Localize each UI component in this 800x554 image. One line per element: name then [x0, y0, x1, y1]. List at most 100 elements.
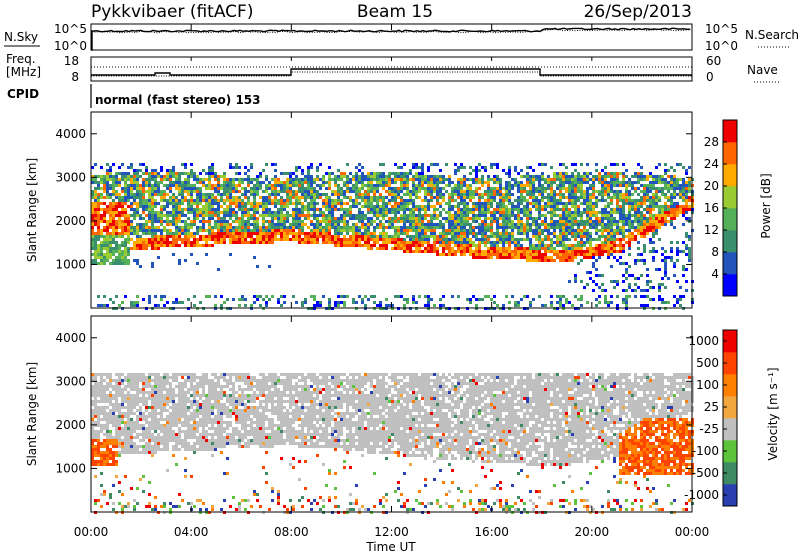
- heatmap-cell: [124, 181, 127, 184]
- heatmap-cell: [214, 184, 217, 187]
- heatmap-cell: [151, 178, 154, 181]
- heatmap-cell: [673, 187, 676, 190]
- heatmap-cell: [565, 190, 568, 193]
- heatmap-cell: [382, 172, 385, 175]
- heatmap-cell: [247, 220, 250, 223]
- heatmap-cell: [304, 187, 307, 190]
- heatmap-cell: [490, 190, 493, 193]
- heatmap-cell: [667, 208, 670, 211]
- heatmap-cell: [214, 196, 217, 199]
- heatmap-cell: [271, 217, 274, 220]
- heatmap-cell: [568, 280, 571, 283]
- heatmap-cell: [292, 235, 295, 238]
- heatmap-cell: [130, 166, 133, 169]
- heatmap-cell: [436, 223, 439, 226]
- heatmap-cell: [469, 238, 472, 241]
- heatmap-cell: [523, 295, 526, 298]
- heatmap-cell: [478, 241, 481, 244]
- heatmap-cell: [586, 250, 589, 253]
- heatmap-cell: [271, 220, 274, 223]
- heatmap-cell: [646, 274, 649, 277]
- heatmap-cell: [346, 190, 349, 193]
- heatmap-cell: [139, 217, 142, 220]
- heatmap-cell: [97, 448, 100, 451]
- heatmap-cell: [478, 214, 481, 217]
- heatmap-cell: [256, 205, 259, 208]
- heatmap-cell: [190, 169, 193, 172]
- heatmap-cell: [337, 238, 340, 241]
- heatmap-cell: [103, 244, 106, 247]
- heatmap-cell: [244, 166, 247, 169]
- heatmap-cell: [562, 211, 565, 214]
- heatmap-cell: [487, 187, 490, 190]
- heatmap-cell: [136, 262, 139, 265]
- heatmap-cell: [484, 223, 487, 226]
- heatmap-cell: [349, 211, 352, 214]
- heatmap-cell: [526, 208, 529, 211]
- heatmap-cell: [292, 172, 295, 175]
- heatmap-cell: [328, 166, 331, 169]
- heatmap-cell: [262, 196, 265, 199]
- heatmap-cell: [187, 172, 190, 175]
- heatmap-cell: [109, 235, 112, 238]
- heatmap-cell: [94, 376, 97, 379]
- heatmap-cell: [361, 238, 364, 241]
- heatmap-cell: [247, 184, 250, 187]
- heatmap-cell: [508, 196, 511, 199]
- heatmap-cell: [562, 259, 565, 262]
- heatmap-cell: [421, 166, 424, 169]
- heatmap-cell: [337, 175, 340, 178]
- heatmap-cell: [127, 205, 130, 208]
- heatmap-cell: [652, 226, 655, 229]
- heatmap-cell: [295, 238, 298, 241]
- heatmap-cell: [397, 187, 400, 190]
- heatmap-cell: [193, 217, 196, 220]
- heatmap-cell: [322, 202, 325, 205]
- heatmap-cell: [580, 190, 583, 193]
- heatmap-cell: [280, 223, 283, 226]
- heatmap-cell: [544, 244, 547, 247]
- heatmap-cell: [358, 241, 361, 244]
- heatmap-cell: [286, 172, 289, 175]
- heatmap-cell: [622, 298, 625, 301]
- heatmap-cell: [118, 193, 121, 196]
- heatmap-cell: [322, 217, 325, 220]
- heatmap-cell: [580, 250, 583, 253]
- heatmap-cell: [121, 163, 124, 166]
- heatmap-cell: [619, 193, 622, 196]
- heatmap-cell: [589, 184, 592, 187]
- heatmap-cell: [397, 178, 400, 181]
- heatmap-cell: [226, 226, 229, 229]
- heatmap-cell: [628, 226, 631, 229]
- heatmap-cell: [379, 232, 382, 235]
- heatmap-cell: [214, 304, 217, 307]
- heatmap-cell: [205, 220, 208, 223]
- heatmap-cell: [121, 259, 124, 262]
- heatmap-cell: [91, 400, 94, 403]
- heatmap-cell: [643, 220, 646, 223]
- heatmap-cell: [601, 196, 604, 199]
- heatmap-cell: [598, 199, 601, 202]
- heatmap-cell: [505, 214, 508, 217]
- heatmap-cell: [535, 199, 538, 202]
- heatmap-cell: [376, 235, 379, 238]
- heatmap-cell: [277, 214, 280, 217]
- heatmap-cell: [646, 232, 649, 235]
- heatmap-cell: [286, 196, 289, 199]
- heatmap-cell: [283, 226, 286, 229]
- heatmap-cell: [178, 301, 181, 304]
- heatmap-cell: [571, 172, 574, 175]
- heatmap-cell: [475, 205, 478, 208]
- heatmap-cell: [298, 178, 301, 181]
- heatmap-cell: [469, 211, 472, 214]
- heatmap-cell: [670, 199, 673, 202]
- heatmap-cell: [592, 223, 595, 226]
- heatmap-cell: [118, 253, 121, 256]
- heatmap-cell: [481, 193, 484, 196]
- heatmap-cell: [142, 178, 145, 181]
- heatmap-cell: [190, 220, 193, 223]
- heatmap-cell: [580, 217, 583, 220]
- heatmap-cell: [607, 202, 610, 205]
- heatmap-cell: [484, 169, 487, 172]
- heatmap-cell: [385, 232, 388, 235]
